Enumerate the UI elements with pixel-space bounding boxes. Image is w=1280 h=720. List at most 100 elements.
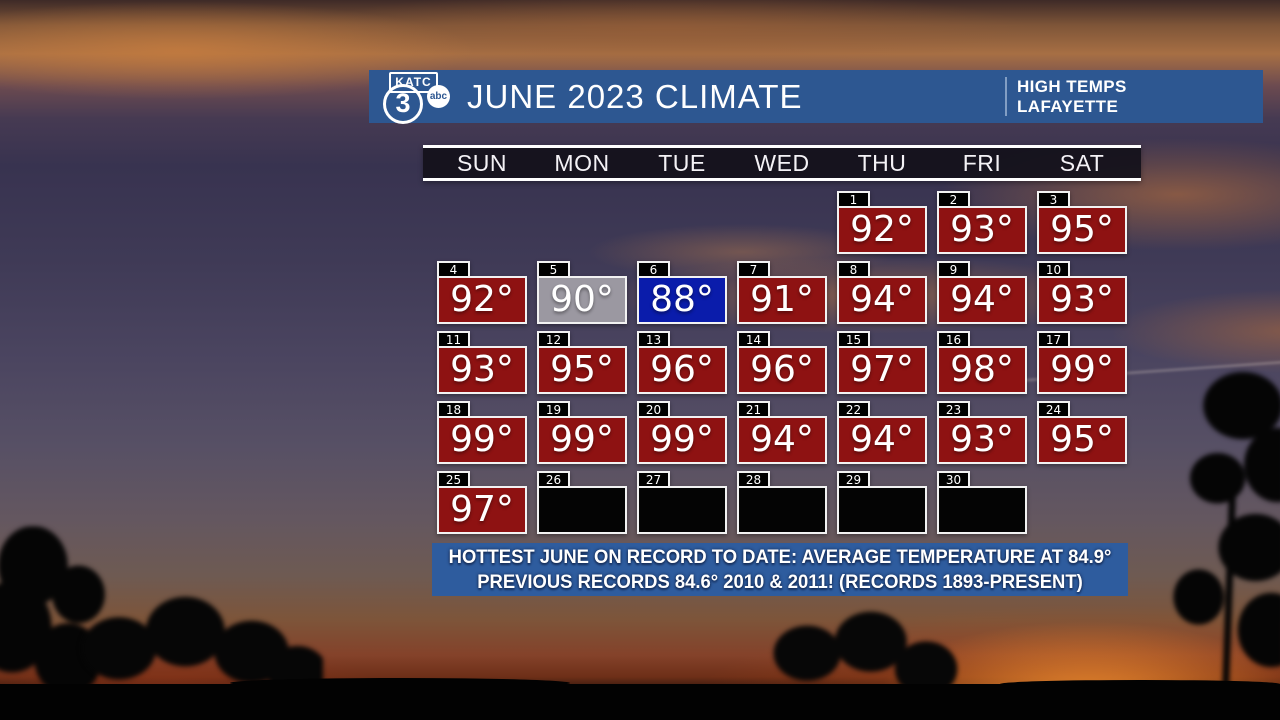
date-number: 28 bbox=[745, 472, 762, 487]
tree-trunk bbox=[1221, 461, 1238, 695]
katc3-abc-logo: KATC 3 abc bbox=[380, 71, 460, 124]
calendar-day-cell: 24 95° bbox=[1037, 401, 1127, 464]
temp-box: 99° bbox=[537, 416, 627, 464]
temp-value: 97° bbox=[850, 349, 914, 390]
date-number: 14 bbox=[745, 332, 762, 347]
calendar-day-cell: 8 94° bbox=[837, 261, 927, 324]
date-tab: 17 bbox=[1037, 331, 1070, 348]
date-tab: 14 bbox=[737, 331, 770, 348]
record-note-banner: HOTTEST JUNE ON RECORD TO DATE: AVERAGE … bbox=[432, 543, 1128, 596]
date-number: 24 bbox=[1045, 402, 1062, 417]
ground-silhouette bbox=[0, 678, 1280, 720]
temp-value: 94° bbox=[750, 419, 814, 460]
temp-box: 95° bbox=[537, 346, 627, 394]
date-number: 3 bbox=[1049, 192, 1058, 207]
date-number: 11 bbox=[445, 332, 462, 347]
date-number: 2 bbox=[949, 192, 958, 207]
date-number: 13 bbox=[645, 332, 662, 347]
date-number: 8 bbox=[849, 262, 858, 277]
temp-box: 96° bbox=[637, 346, 727, 394]
calendar-day-cell: 7 91° bbox=[737, 261, 827, 324]
temp-box: 94° bbox=[737, 416, 827, 464]
record-note-line-1: HOTTEST JUNE ON RECORD TO DATE: AVERAGE … bbox=[448, 546, 1112, 568]
weekday-header-row: SUN MON TUE WED THU FRI SAT bbox=[423, 145, 1141, 181]
temp-value: 91° bbox=[750, 279, 814, 320]
calendar-day-cell: 29 bbox=[837, 471, 927, 534]
temp-box bbox=[637, 486, 727, 534]
header-subtitle: HIGH TEMPS LAFAYETTE bbox=[1017, 77, 1127, 117]
temp-value: 93° bbox=[450, 349, 514, 390]
calendar-day-cell: 26 bbox=[537, 471, 627, 534]
calendar-day-cell: 9 94° bbox=[937, 261, 1027, 324]
temp-box bbox=[737, 486, 827, 534]
temp-value: 94° bbox=[950, 279, 1014, 320]
weekday-tue: TUE bbox=[658, 150, 706, 176]
date-tab: 22 bbox=[837, 401, 870, 418]
weekday-sat: SAT bbox=[1059, 150, 1105, 176]
date-number: 10 bbox=[1045, 262, 1062, 277]
date-number: 22 bbox=[845, 402, 862, 417]
date-number: 1 bbox=[849, 192, 858, 207]
calendar-day-cell: 2 93° bbox=[937, 191, 1027, 254]
temp-value: 94° bbox=[850, 419, 914, 460]
date-tab: 24 bbox=[1037, 401, 1070, 418]
date-number: 23 bbox=[945, 402, 962, 417]
calendar-day-cell: 23 93° bbox=[937, 401, 1027, 464]
calendar-day-cell: 30 bbox=[937, 471, 1027, 534]
date-tab: 8 bbox=[837, 261, 870, 278]
calendar-day-cell: 21 94° bbox=[737, 401, 827, 464]
temp-box: 96° bbox=[737, 346, 827, 394]
calendar-day-cell: 3 95° bbox=[1037, 191, 1127, 254]
date-number: 19 bbox=[545, 402, 562, 417]
temp-value: 95° bbox=[550, 349, 614, 390]
header-right-block: HIGH TEMPS LAFAYETTE bbox=[1005, 77, 1127, 116]
date-number: 4 bbox=[449, 262, 458, 277]
date-number: 26 bbox=[545, 472, 562, 487]
temp-box: 95° bbox=[1037, 206, 1127, 254]
temp-value: 96° bbox=[650, 349, 714, 390]
temp-box: 94° bbox=[937, 276, 1027, 324]
date-number: 7 bbox=[749, 262, 758, 277]
date-tab: 19 bbox=[537, 401, 570, 418]
date-tab: 15 bbox=[837, 331, 870, 348]
temp-box: 95° bbox=[1037, 416, 1127, 464]
temp-box: 98° bbox=[937, 346, 1027, 394]
calendar-day-cell: 6 88° bbox=[637, 261, 727, 324]
date-tab: 2 bbox=[937, 191, 970, 208]
calendar-day-cell: 28 bbox=[737, 471, 827, 534]
calendar-day-cell: 4 92° bbox=[437, 261, 527, 324]
temp-value: 93° bbox=[950, 419, 1014, 460]
date-number: 15 bbox=[845, 332, 862, 347]
date-tab: 4 bbox=[437, 261, 470, 278]
date-tab: 29 bbox=[837, 471, 870, 488]
temp-box: 94° bbox=[837, 276, 927, 324]
date-tab: 13 bbox=[637, 331, 670, 348]
temp-value: 99° bbox=[550, 419, 614, 460]
temp-value: 92° bbox=[850, 209, 914, 250]
temp-box: 97° bbox=[837, 346, 927, 394]
date-tab: 27 bbox=[637, 471, 670, 488]
temp-box: 93° bbox=[437, 346, 527, 394]
date-number: 30 bbox=[945, 472, 962, 487]
calendar-day-cell: 15 97° bbox=[837, 331, 927, 394]
tree-silhouette-right bbox=[1126, 366, 1280, 696]
date-number: 27 bbox=[645, 472, 662, 487]
calendar-day-cell: 20 99° bbox=[637, 401, 727, 464]
temp-value: 96° bbox=[750, 349, 814, 390]
subtitle-line-1: HIGH TEMPS bbox=[1017, 76, 1127, 96]
weekday-mon: MON bbox=[554, 150, 610, 176]
header-bar: KATC 3 abc JUNE 2023 CLIMATE HIGH TEMPS … bbox=[369, 70, 1263, 124]
temp-box: 93° bbox=[937, 416, 1027, 464]
abc-network-icon: abc bbox=[427, 84, 450, 108]
temp-value: 99° bbox=[650, 419, 714, 460]
weekday-sun: SUN bbox=[456, 150, 508, 176]
calendar-day-cell: 18 99° bbox=[437, 401, 527, 464]
page-title: JUNE 2023 CLIMATE bbox=[467, 77, 803, 115]
calendar-day-cell: 12 95° bbox=[537, 331, 627, 394]
temp-box bbox=[937, 486, 1027, 534]
date-tab: 1 bbox=[837, 191, 870, 208]
temp-box: 92° bbox=[437, 276, 527, 324]
temp-box: 94° bbox=[837, 416, 927, 464]
calendar-day-cell: 10 93° bbox=[1037, 261, 1127, 324]
